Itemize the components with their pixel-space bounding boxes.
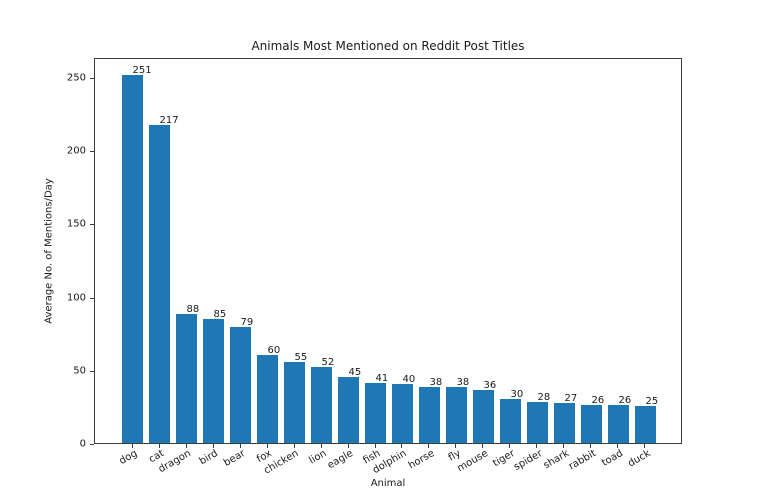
bar-value-label: 88	[186, 304, 200, 316]
y-tick-label: 0	[79, 438, 86, 450]
x-tick-mark	[347, 444, 349, 448]
bar-bird	[202, 318, 225, 443]
bar-fly	[445, 387, 468, 443]
bar-lion	[310, 366, 333, 443]
y-tick-mark	[90, 151, 94, 153]
x-tick-label: shark	[541, 448, 571, 472]
bar-spider	[526, 402, 549, 443]
bar-chicken	[283, 362, 306, 443]
y-tick-label: 150	[66, 218, 86, 230]
x-tick-mark	[239, 444, 241, 448]
bar-cat	[148, 125, 171, 443]
bar-eagle	[337, 377, 360, 443]
y-tick-mark	[90, 444, 94, 445]
x-tick-mark	[428, 444, 430, 448]
x-tick-mark	[158, 444, 160, 448]
bar-shark	[553, 403, 576, 443]
bar-dragon	[175, 314, 198, 443]
plot-area: 251 217 88 85 79 60 55 52 45 41 40 38 38 36 30 28 27 26 26…	[94, 58, 682, 444]
x-tick-label: dog	[117, 448, 140, 467]
x-tick-label: spider	[511, 448, 544, 474]
y-tick-mark	[90, 224, 94, 226]
x-tick-label: rabbit	[566, 448, 598, 473]
x-tick-mark	[536, 444, 538, 448]
bar-value-label: 85	[213, 308, 227, 320]
x-tick-label: mouse	[455, 448, 490, 475]
bar-horse	[418, 387, 441, 443]
y-tick-label: 50	[73, 365, 86, 377]
bar-value-label: 36	[483, 380, 497, 392]
bar-value-label: 38	[429, 377, 443, 389]
x-tick-mark	[563, 444, 565, 448]
bar-toad	[607, 404, 630, 443]
x-tick-mark	[266, 444, 268, 448]
bar-value-label: 45	[348, 367, 362, 379]
bar-value-label: 41	[375, 372, 389, 384]
bar-value-label: 79	[240, 317, 254, 329]
bar-duck	[634, 406, 657, 443]
bar-value-label: 26	[618, 394, 632, 406]
bar-mouse	[472, 390, 495, 443]
x-tick-label: bird	[197, 448, 221, 468]
bar-value-label: 251	[132, 65, 152, 77]
x-axis-label: Animal	[370, 478, 406, 489]
bar-value-label: 30	[510, 389, 524, 401]
bar-dolphin	[391, 384, 414, 443]
x-tick-mark	[131, 444, 133, 448]
x-tick-mark	[509, 444, 511, 448]
bar-value-label: 27	[564, 393, 578, 405]
bar-fox	[256, 355, 279, 443]
bar-tiger	[499, 399, 522, 443]
x-tick-mark	[590, 444, 592, 448]
bar-value-label: 25	[645, 396, 659, 408]
chart-title: Animals Most Mentioned on Reddit Post Ti…	[251, 39, 525, 53]
bar-value-label: 38	[456, 377, 470, 389]
bar-bear	[229, 327, 252, 443]
x-tick-mark	[617, 444, 619, 448]
x-tick-label: bear	[221, 448, 248, 469]
bar-value-label: 40	[402, 374, 416, 386]
y-tick-label: 200	[66, 145, 86, 157]
x-tick-mark	[482, 444, 484, 448]
x-tick-mark	[320, 444, 322, 448]
x-tick-mark	[644, 444, 646, 448]
bar-value-label: 52	[321, 356, 335, 368]
x-tick-mark	[293, 444, 295, 448]
bar-value-label: 26	[591, 394, 605, 406]
x-tick-mark	[455, 444, 457, 448]
bar-dog	[121, 75, 144, 443]
x-tick-mark	[185, 444, 187, 448]
x-tick-mark	[401, 444, 403, 448]
x-tick-label: eagle	[325, 448, 356, 472]
y-tick-mark	[90, 370, 94, 372]
y-tick-mark	[90, 297, 94, 299]
bar-value-label: 60	[267, 345, 281, 357]
x-tick-label: duck	[625, 448, 652, 470]
x-tick-label: horse	[406, 448, 436, 472]
x-tick-label: lion	[306, 448, 329, 467]
bar-rabbit	[580, 404, 603, 443]
bar-fish	[364, 382, 387, 443]
y-tick-mark	[90, 77, 94, 79]
y-tick-label: 100	[66, 292, 86, 304]
bar-value-label: 28	[537, 392, 551, 403]
bar-value-label: 217	[159, 115, 179, 127]
x-tick-mark	[374, 444, 376, 448]
x-tick-label: toad	[599, 448, 625, 469]
y-tick-label: 250	[66, 72, 86, 84]
x-tick-mark	[212, 444, 214, 448]
bar-value-label: 55	[294, 352, 308, 364]
